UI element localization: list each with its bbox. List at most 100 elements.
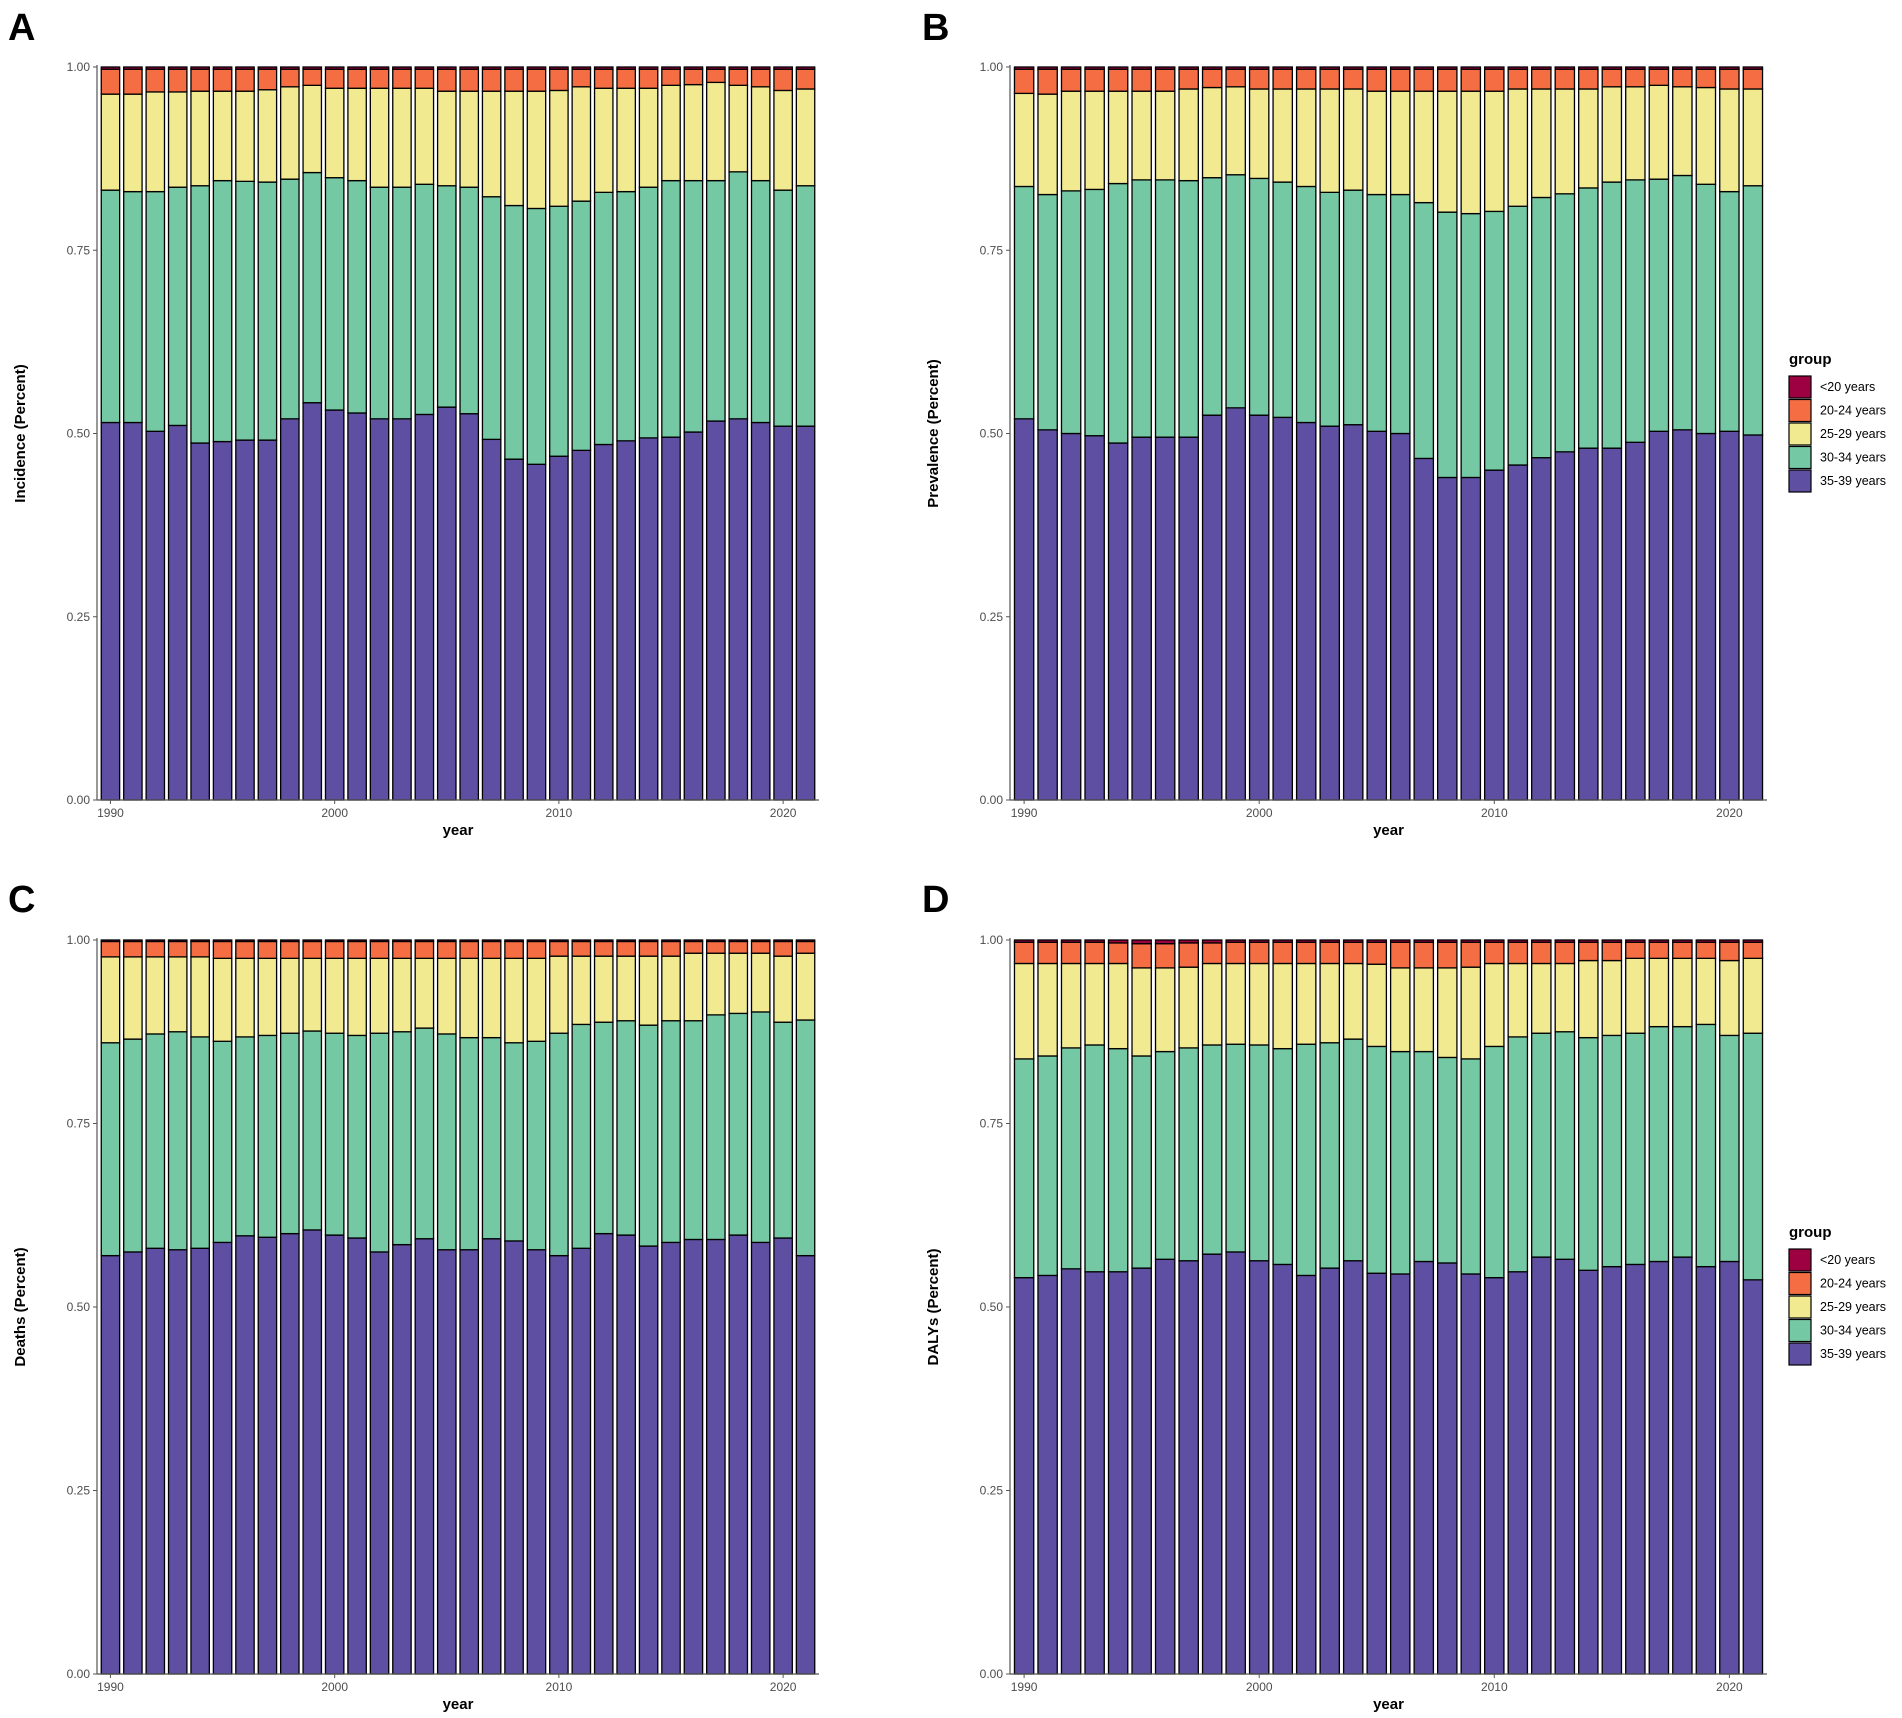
bar-segment-30-34-years-2021 <box>795 185 816 427</box>
bar-segment-35-39-years-1995 <box>212 1241 233 1675</box>
bar-segment--20-years-2003 <box>392 66 412 70</box>
bar-segment-30-34-years-2015 <box>1601 181 1623 449</box>
bar-segment-20-24-years-2005 <box>1366 941 1388 965</box>
bar-segment-20-24-years-1992 <box>145 940 166 958</box>
bar-segment-25-29-years-2006 <box>459 957 480 1039</box>
bar-segment-35-39-years-2011 <box>571 449 592 801</box>
bar-segment-20-24-years-1996 <box>1154 943 1176 969</box>
bar-segment-20-24-years-2014 <box>638 940 659 957</box>
bar-segment-20-24-years-2019 <box>1695 68 1717 89</box>
y-tick-label: 0.00 <box>67 1667 91 1681</box>
bar-segment-35-39-years-2006 <box>459 413 480 801</box>
legend-swatch <box>1788 469 1812 493</box>
bar-segment--20-years-2020 <box>1719 939 1740 943</box>
bar-segment-25-29-years-2014 <box>638 955 659 1026</box>
bar-segment-30-34-years-2016 <box>1625 1032 1646 1266</box>
bar-segment-35-39-years-1994 <box>190 442 210 801</box>
bar-segment-20-24-years-2009 <box>1460 941 1482 968</box>
bar-segment-25-29-years-1994 <box>1107 962 1129 1050</box>
bar-segment--20-years-1997 <box>257 66 278 70</box>
bar-segment-25-29-years-2007 <box>481 957 502 1039</box>
bar-segment-25-29-years-1990 <box>100 956 121 1044</box>
bar-segment--20-years-2017 <box>706 939 726 943</box>
bar-segment-20-24-years-2011 <box>571 68 592 88</box>
bar-segment-25-29-years-2016 <box>683 83 704 182</box>
bar-segment-35-39-years-2021 <box>1742 1279 1764 1675</box>
bar-segment-25-29-years-2018 <box>1672 86 1693 177</box>
bar-segment-35-39-years-2014 <box>638 1245 659 1675</box>
bar-segment--20-years-2005 <box>436 939 457 943</box>
bar-segment-30-34-years-2009 <box>1460 212 1482 479</box>
bar-segment-20-24-years-2011 <box>1507 941 1529 965</box>
x-axis-title: year <box>443 822 474 839</box>
bar-segment--20-years-2013 <box>1554 66 1576 70</box>
bar-segment-35-39-years-1990 <box>100 421 121 801</box>
bar-segment-25-29-years-2005 <box>436 957 457 1035</box>
bar-segment-35-39-years-2002 <box>369 1251 390 1675</box>
bar-segment--20-years-2002 <box>369 939 390 943</box>
legend-label: 30-34 years <box>1820 1324 1886 1338</box>
bar-segment-20-24-years-1993 <box>167 68 188 93</box>
bar-segment-35-39-years-2006 <box>1389 432 1411 801</box>
bar-segment-30-34-years-1995 <box>1131 1055 1152 1269</box>
bar-segment-25-29-years-1991 <box>123 93 143 193</box>
bar-segment-25-29-years-2000 <box>1248 88 1270 180</box>
bar-segment-20-24-years-2001 <box>1272 68 1293 90</box>
y-tick-label: 1.00 <box>67 933 91 947</box>
bar-segment--20-years-1991 <box>123 939 143 943</box>
bar-segment--20-years-2020 <box>773 939 793 943</box>
bar-segment-35-39-years-1990 <box>1013 1276 1035 1675</box>
bar-segment-20-24-years-1996 <box>235 940 255 960</box>
bar-segment-35-39-years-2006 <box>459 1249 480 1675</box>
bar-segment-20-24-years-2017 <box>706 940 726 954</box>
bar-segment-35-39-years-1996 <box>1154 1258 1176 1675</box>
panel-label: A <box>8 7 35 49</box>
bar-segment-20-24-years-2012 <box>593 68 614 89</box>
x-tick-label: 2000 <box>1246 1680 1273 1694</box>
bar-segment-35-39-years-2000 <box>324 1234 345 1675</box>
bar-segment-20-24-years-2006 <box>1389 941 1411 969</box>
bar-segment-30-34-years-2020 <box>1719 1034 1740 1263</box>
bar-segment-25-29-years-2010 <box>549 89 569 207</box>
bar-segment--20-years-2009 <box>1460 66 1482 70</box>
bar-segment--20-years-1994 <box>190 939 210 943</box>
bar-segment--20-years-2015 <box>1601 66 1623 70</box>
bar-segment-35-39-years-2015 <box>661 1241 681 1675</box>
bar-segment-30-34-years-2003 <box>1319 1042 1341 1269</box>
bar-segment-30-34-years-1999 <box>1225 1043 1246 1253</box>
y-tick-label: 1.00 <box>980 933 1004 947</box>
legend: group <20 years 20-24 years 25-29 years 30-3… <box>1788 1224 1886 1366</box>
panel-label: B <box>922 7 949 49</box>
bar-segment-35-39-years-2018 <box>1672 1256 1693 1675</box>
bar-segment-35-39-years-2014 <box>1578 1269 1599 1675</box>
bar-segment-35-39-years-2011 <box>1507 1271 1529 1675</box>
bar-segment-25-29-years-2001 <box>347 957 367 1037</box>
bar-segment--20-years-2000 <box>324 939 345 943</box>
bar-segment-25-29-years-2001 <box>347 87 367 182</box>
bar-segment--20-years-2015 <box>661 66 681 70</box>
bar-segment-35-39-years-2004 <box>1342 1260 1364 1675</box>
y-tick-label: 0.75 <box>980 1117 1004 1131</box>
bar-segment-30-34-years-1997 <box>257 1034 278 1238</box>
y-axis-title: Prevalence (Percent) <box>925 359 942 507</box>
bar-segment-35-39-years-2015 <box>661 436 681 801</box>
bar-segment-25-29-years-1993 <box>1084 962 1105 1046</box>
bar-segment-30-34-years-2013 <box>1554 193 1576 453</box>
bar-segment-25-29-years-2008 <box>1436 967 1458 1059</box>
bar-segment-25-29-years-2013 <box>616 955 637 1022</box>
bar-segment-20-24-years-2019 <box>750 68 771 88</box>
bar-segment--20-years-2002 <box>1295 66 1317 70</box>
bar-segment-20-24-years-2012 <box>1531 68 1552 90</box>
bar-segment-25-29-years-2009 <box>526 957 547 1042</box>
bar-segment-20-24-years-2003 <box>1319 68 1341 90</box>
bar-segment-35-39-years-2004 <box>1342 424 1364 801</box>
bar-segment-25-29-years-2005 <box>436 90 457 187</box>
bar-segment-25-29-years-2016 <box>1625 86 1646 181</box>
bar-segment--20-years-2010 <box>1484 66 1505 70</box>
bar-segment--20-years-2007 <box>1413 66 1435 70</box>
bar-segment--20-years-2004 <box>1342 939 1364 943</box>
bar-segment-20-24-years-2018 <box>1672 941 1693 960</box>
bar-segment-20-24-years-1993 <box>167 940 188 958</box>
bar-segment--20-years-1993 <box>167 66 188 70</box>
bar-segment-20-24-years-1990 <box>1013 68 1035 95</box>
